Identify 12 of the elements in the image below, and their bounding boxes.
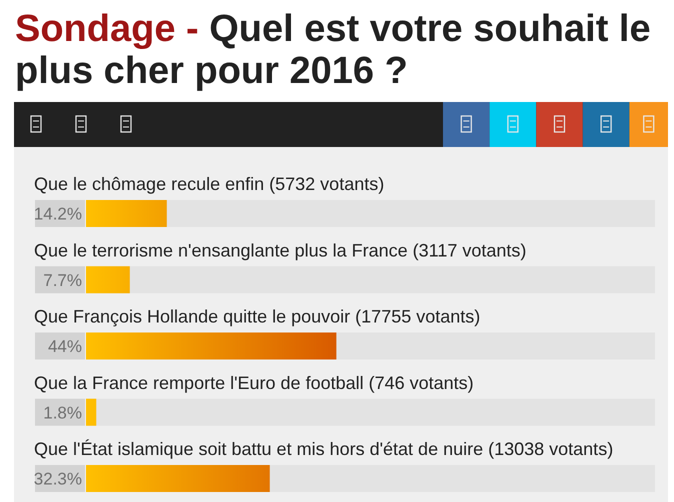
data-label: 7.7% [43, 270, 82, 290]
data-label: 14.2% [34, 204, 82, 224]
y-tick-label: Que le terrorisme n'ensanglante plus la France (3117 votants) [34, 240, 526, 260]
y-tick-label: Que François Hollande quitte le pouvoir (17755 votants) [34, 306, 480, 326]
data-label: 32.3% [34, 470, 82, 488]
data-label: 44% [48, 337, 82, 356]
data-label: 1.8% [43, 403, 82, 422]
chart-title: Sondage - Quel est votre souhait le plus cher pour 2016 ? [15, 8, 651, 92]
y-tick-label: Que le chômage recule enfin (5732 votants) [34, 174, 384, 194]
y-tick-label: Que l'État islamique soit battu et mis hors d'état de nuire (13038 votants) [34, 439, 614, 459]
bar [86, 398, 96, 426]
y-tick-label: Que la France remporte l'Euro de football (746 votants) [34, 372, 474, 393]
